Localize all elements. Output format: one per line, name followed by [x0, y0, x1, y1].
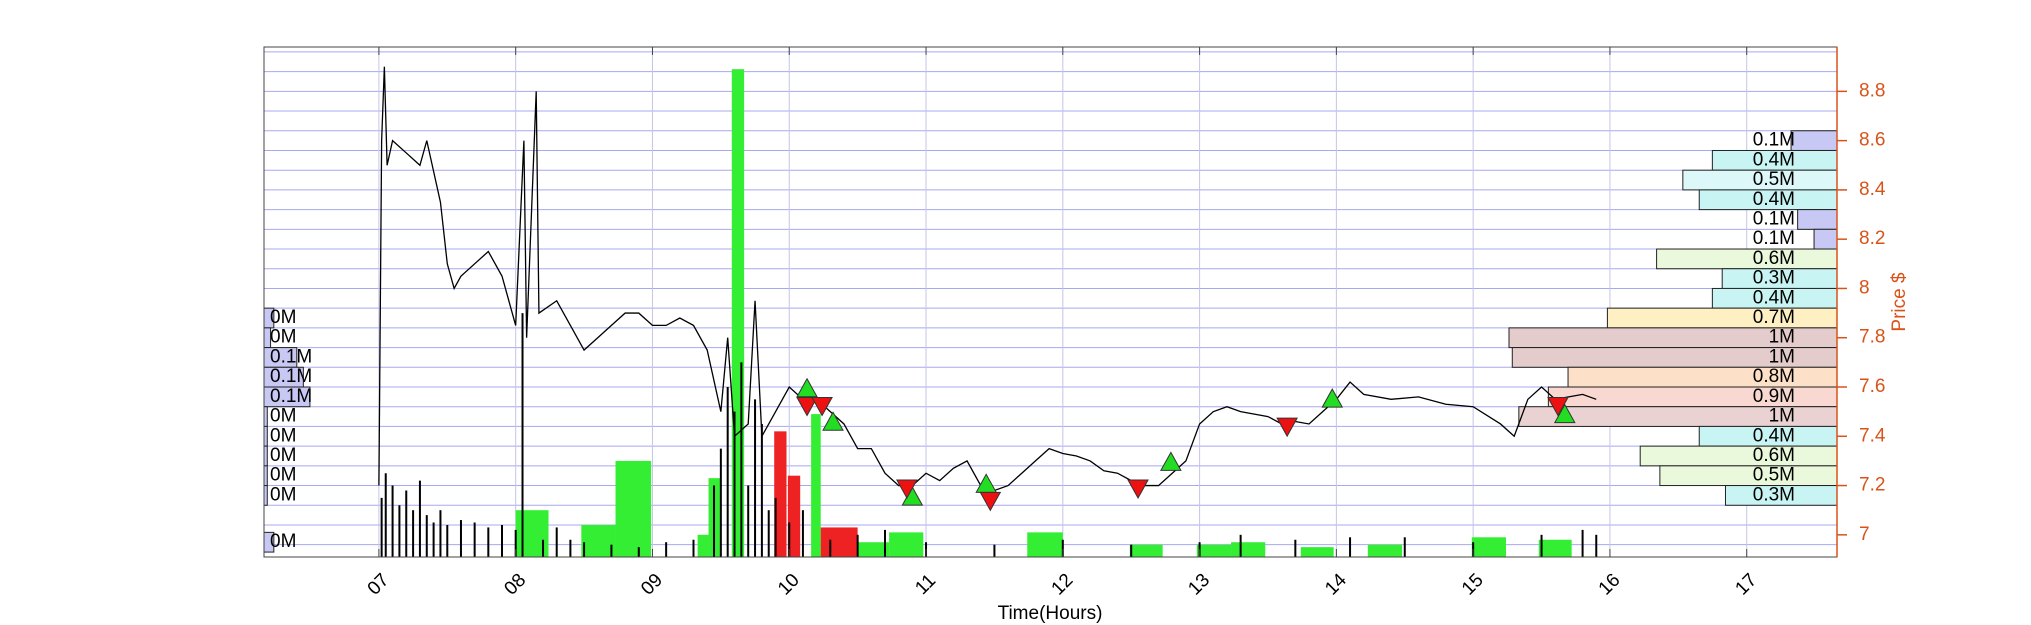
profile-label: 0.1M [1753, 208, 1795, 229]
profile-label-left: 0.1M [270, 386, 312, 407]
profile-label: 0.5M [1753, 169, 1795, 190]
flow-block [820, 527, 858, 557]
flow-block [581, 524, 616, 557]
sell-marker [811, 396, 833, 417]
profile-label: 0.8M [1753, 366, 1795, 387]
plot: 0.1M0.4M0.5M0.4M0.1M0.1M0.6M0.3M0.4M0.7M… [264, 47, 1837, 557]
x-tick-label: 12 [1048, 570, 1078, 600]
flow-block [1231, 542, 1266, 557]
profile-bar [1797, 209, 1837, 230]
x-tick-label: 15 [1458, 570, 1488, 600]
profile-label: 1M [1769, 346, 1795, 367]
flow-block [1300, 547, 1334, 557]
buy-marker [822, 411, 844, 431]
profile-label: 0.6M [1753, 445, 1795, 466]
y-axis-label: Price $ [1889, 272, 1910, 332]
profile-label: 0.7M [1753, 307, 1795, 328]
profile-label: 0.9M [1753, 386, 1795, 407]
profile-bar [1656, 248, 1837, 270]
y-tick-label: 7.4 [1859, 425, 1886, 446]
profile-label-left: 0M [270, 307, 296, 328]
buy-marker [1553, 403, 1576, 424]
price-line [378, 66, 1597, 492]
flow-block [1196, 544, 1232, 557]
x-tick-label: 13 [1184, 570, 1214, 600]
x-tick-label: 11 [911, 570, 940, 599]
profile-label-left: 0M [270, 406, 296, 427]
y-tick-label: 8 [1859, 277, 1870, 298]
profile-label: 0.3M [1753, 484, 1795, 505]
buy-marker [796, 377, 818, 398]
profile-label: 0.5M [1753, 465, 1795, 486]
profile-bar [1606, 307, 1837, 329]
profile-bar [1639, 445, 1837, 467]
profile-bar-left [264, 531, 275, 553]
profile-label: 0.1M [1753, 228, 1795, 249]
x-tick-label: 17 [1731, 570, 1761, 600]
profile-label: 0.4M [1753, 287, 1795, 308]
sell-marker [796, 396, 818, 417]
profile-label: 0.4M [1753, 149, 1795, 170]
profile-label-left: 0M [270, 484, 296, 505]
flow-block [774, 431, 787, 557]
profile-label-left: 0.1M [270, 366, 312, 387]
profile-label: 1M [1769, 406, 1795, 427]
profile-label-left: 0M [270, 531, 296, 552]
y-tick-label: 7.2 [1859, 475, 1885, 496]
y-tick-label: 8.8 [1859, 80, 1885, 101]
flow-block [697, 534, 709, 557]
profile-label-left: 0M [270, 445, 296, 466]
flow-block [857, 542, 890, 557]
x-tick-label: 14 [1321, 569, 1351, 599]
y-tick-label: 8.6 [1859, 130, 1885, 151]
profile-bar [1659, 465, 1837, 487]
sell-marker [979, 491, 1002, 512]
flow-block [787, 475, 801, 557]
sell-marker [1276, 417, 1298, 438]
flow-block [615, 460, 652, 557]
profile-bar [1790, 130, 1837, 151]
profile-label-left: 0M [270, 465, 296, 486]
y-tick-label: 8.4 [1859, 179, 1886, 200]
profile-bar [1813, 228, 1837, 250]
profile-label: 1M [1769, 327, 1795, 348]
flow-block [811, 414, 821, 557]
y-tick-label: 7 [1859, 524, 1870, 545]
profile-label: 0.6M [1753, 248, 1795, 269]
x-tick-label: 07 [364, 570, 394, 600]
x-axis-label: Time(Hours) [998, 603, 1103, 624]
flow-block [1129, 544, 1163, 557]
profile-bar-left [264, 485, 268, 506]
sell-marker [1127, 479, 1149, 500]
buy-marker [1321, 388, 1344, 408]
flow-block [1471, 537, 1506, 557]
profile-bar [1567, 366, 1837, 388]
profile-label-left: 0M [270, 425, 296, 446]
x-tick-label: 08 [500, 570, 530, 600]
plot-area [264, 47, 1837, 557]
flow-block [1538, 539, 1572, 557]
y-tick-label: 8.2 [1859, 228, 1885, 249]
profile-label: 0.4M [1753, 189, 1795, 210]
y-tick-label: 7.8 [1859, 327, 1885, 348]
x-tick-label: 09 [637, 570, 667, 600]
profile-label-left: 0M [270, 327, 296, 348]
profile-label: 0.4M [1753, 425, 1795, 446]
x-tick-label: 10 [774, 570, 804, 600]
profile-label-left: 0.1M [270, 346, 312, 367]
flow-block [1367, 544, 1403, 557]
sell-marker [1547, 396, 1569, 417]
profile-label: 0.3M [1753, 268, 1795, 289]
profile-bar-left [264, 386, 311, 408]
buy-marker [1160, 451, 1182, 471]
flow-block [1027, 532, 1063, 557]
sell-marker [896, 479, 918, 500]
y-tick-label: 7.6 [1859, 376, 1885, 397]
profile-label: 0.1M [1753, 130, 1795, 151]
x-tick-label: 16 [1595, 570, 1625, 600]
flow-block [889, 532, 924, 557]
